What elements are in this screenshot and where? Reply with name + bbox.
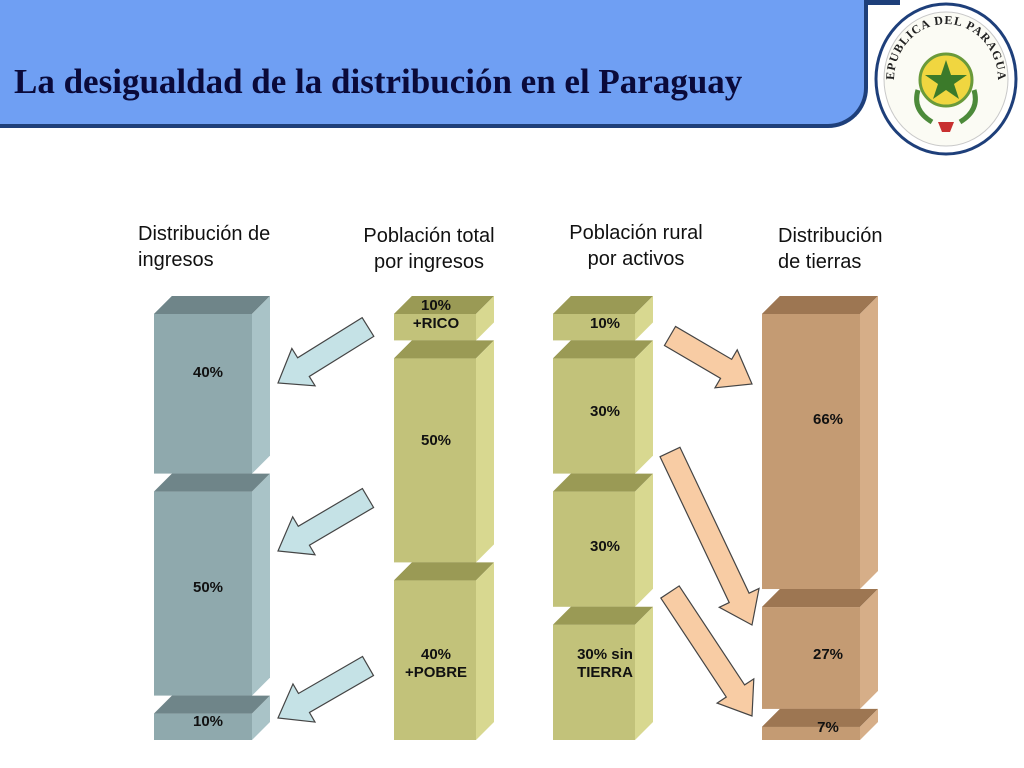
column-poblacion-rural-segment-4-front (553, 624, 635, 740)
star-seal-icon: REPUBLICA DEL PARAGUAY (872, 0, 1018, 156)
column-ingresos-segment-3-front (154, 713, 252, 740)
column-poblacion-rural-segment-3-side (635, 473, 653, 607)
column-poblacion-rural-segment-4-label-line-1: 30% sin (577, 646, 633, 663)
column-poblacion-total-segment-3-front (394, 580, 476, 740)
column-tierras-segment-2-label-line-1: 27% (813, 646, 843, 663)
column-poblacion-rural-segment-1-label: 10% (590, 315, 620, 332)
column-tierras-segment-3-side (860, 708, 878, 740)
arrow-rural-10-to-tierras (663, 325, 753, 389)
column-tierras-segment-1-side (860, 296, 878, 590)
arrow-rico-to-ingresos (277, 316, 375, 387)
column-poblacion-rural-segment-3-label: 30% (590, 538, 620, 555)
column-poblacion-rural-segment-3-label-line-1: 30% (590, 538, 620, 555)
column-ingresos-segment-3-side (252, 695, 270, 740)
column-poblacion-rural-segment-4-side (635, 606, 653, 740)
column-poblacion-total-segment-1-side (476, 296, 494, 341)
column-ingresos-segment-2-label-line-1: 50% (193, 579, 223, 596)
column-tierras-segment-2-label: 27% (813, 646, 843, 663)
column-ingresos-segment-3-label: 10% (193, 713, 223, 730)
column-poblacion-rural-segment-4-label: 30% sin TIERRA (577, 646, 633, 681)
column-ingresos-segment-2-label: 50% (193, 579, 223, 596)
column-poblacion-rural-segment-1-top-face (553, 296, 653, 314)
column-poblacion-total-segment-2-label-line-1: 50% (421, 432, 451, 449)
arrow-rural-sin-tierra-to-tierras (659, 585, 755, 717)
column-ingresos-segment-3-top-face (154, 695, 270, 714)
column-ingresos-segment-1-front (154, 314, 252, 474)
column-poblacion-total-segment-2-top-face (394, 340, 494, 359)
column-poblacion-rural-segment-2-label: 30% (590, 403, 620, 420)
column-poblacion-total-segment-3-top-face (394, 562, 494, 581)
column-poblacion-total-segment-1-label-line-2: +RICO (413, 315, 460, 332)
column-poblacion-total-segment-1-front (394, 314, 476, 341)
arrow-medio-to-ingresos (277, 487, 375, 556)
column-poblacion-rural-segment-2-front (553, 358, 635, 474)
column-tierras-segment-1-label: 66% (813, 411, 843, 428)
column-poblacion-total-segment-1-label-line-1: 10% (421, 297, 451, 314)
column-ingresos-segment-1-label: 40% (193, 364, 223, 381)
column-poblacion-total-segment-2-side (476, 340, 494, 563)
column-poblacion-total-segment-3-label-line-2: +POBRE (405, 664, 467, 681)
column-ingresos-segment-1-side (252, 296, 270, 474)
column-poblacion-rural-segment-4-label-line-2: TIERRA (577, 664, 633, 681)
column-poblacion-total-segment-2-front (394, 358, 476, 563)
column-label-tierras: Distribución de tierras (778, 225, 883, 273)
arrow-rural-30-to-tierras (659, 446, 760, 626)
column-tierras-segment-3-top-face (762, 708, 878, 727)
column-tierras-segment-3-front (762, 726, 860, 740)
column-poblacion-rural-segment-2-top-face (553, 340, 653, 359)
column-ingresos-segment-2-side (252, 473, 270, 696)
column-poblacion-total-segment-3-label: 40% +POBRE (405, 646, 467, 681)
column-tierras-segment-2-side (860, 589, 878, 709)
column-tierras-segment-3-label: 7% (817, 719, 839, 736)
column-ingresos-segment-1-top-face (154, 296, 270, 314)
column-poblacion-rural-segment-1-label-line-1: 10% (590, 315, 620, 332)
column-tierras-segment-3-label-line-1: 7% (817, 719, 839, 736)
column-tierras-segment-1-top-face (762, 296, 878, 314)
column-label-poblacion-rural: Población rural por activos (569, 222, 703, 270)
column-tierras-segment-2-front (762, 607, 860, 709)
column-label-ingresos: Distribución de ingresos (138, 223, 271, 271)
column-label-poblacion-total: Población total por ingresos (363, 225, 495, 273)
column-tierras-segment-1-label-line-1: 66% (813, 411, 843, 428)
column-ingresos-segment-1-label-line-1: 40% (193, 364, 223, 381)
column-poblacion-total-segment-3-label-line-1: 40% (421, 646, 451, 663)
column-poblacion-total-segment-1-top-face (394, 296, 494, 314)
column-poblacion-rural-segment-3-top-face (553, 473, 653, 492)
column-poblacion-total-segment-1-label: 10% +RICO (413, 297, 460, 332)
column-poblacion-rural-segment-2-label-line-1: 30% (590, 403, 620, 420)
column-poblacion-rural-segment-4-top-face (553, 606, 653, 625)
column-poblacion-rural-segment-2-side (635, 340, 653, 474)
title-bar: La desigualdad de la distribución en el … (0, 0, 868, 128)
column-poblacion-rural-segment-3-front (553, 491, 635, 607)
column-poblacion-rural-segment-1-side (635, 296, 653, 341)
column-poblacion-rural-segment-1-front (553, 314, 635, 341)
column-poblacion-total-segment-2-label: 50% (421, 432, 451, 449)
arrow-pobre-to-ingresos (277, 655, 375, 723)
column-tierras-segment-1-front (762, 314, 860, 590)
column-ingresos-segment-2-front (154, 491, 252, 696)
column-tierras-segment-2-top-face (762, 589, 878, 608)
page-title: La desigualdad de la distribución en el … (14, 62, 743, 101)
column-ingresos-segment-3-label-line-1: 10% (193, 713, 223, 730)
column-ingresos-segment-2-top-face (154, 473, 270, 492)
column-poblacion-total-segment-3-side (476, 562, 494, 740)
